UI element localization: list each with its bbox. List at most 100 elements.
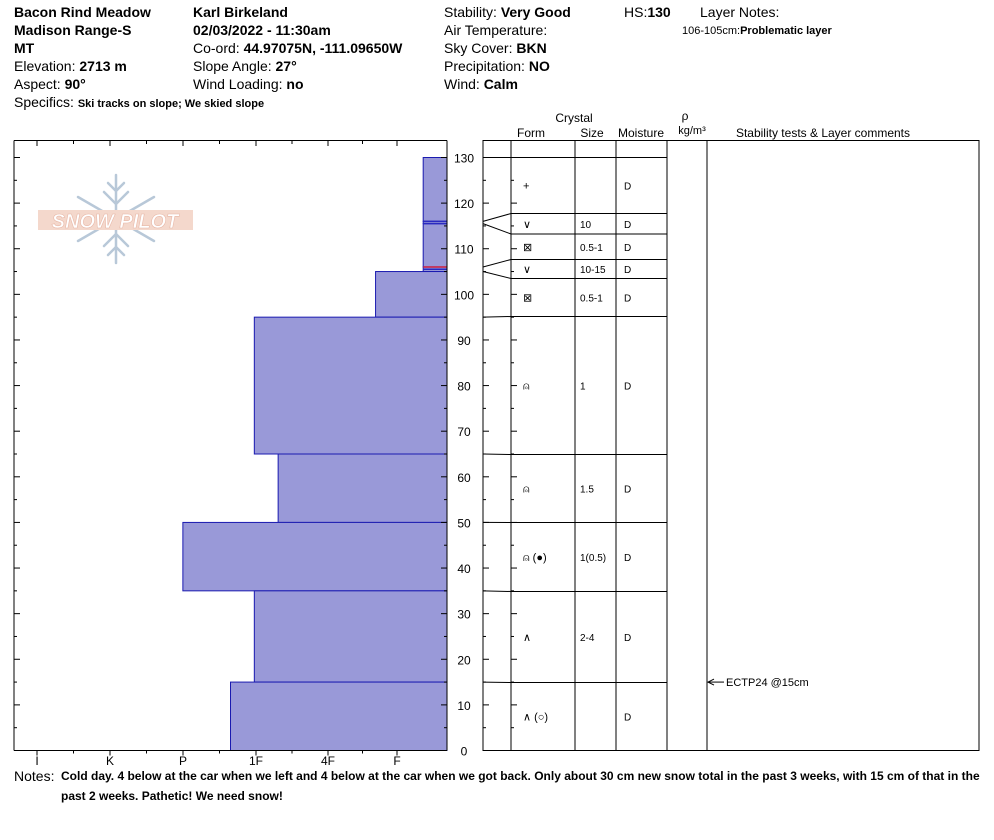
obs-datetime: 02/03/2022 - 11:30am: [193, 22, 331, 38]
depth-connector-6: [482, 453, 512, 455]
depth-label-13: 130: [454, 152, 474, 166]
depth-label-0: 0: [461, 745, 468, 759]
layer-grain-form-0: +: [523, 181, 529, 193]
moisture-header: Moisture: [618, 126, 664, 140]
hs-label: HS:: [624, 4, 648, 20]
observer-block: Karl Birkeland 02/03/2022 - 11:30am Co-o…: [193, 3, 402, 93]
stability-tests-header: Stability tests & Layer comments: [736, 126, 910, 140]
elevation-label: Elevation:: [14, 58, 76, 74]
depth-connector-8: [482, 590, 512, 592]
layer-grain-form-5: ⍝: [523, 381, 530, 393]
hardness-tick-label-5: F: [393, 754, 400, 768]
table-frame: [482, 140, 980, 751]
coord-label: Co-ord:: [193, 40, 240, 56]
location-block: Bacon Rind Meadow Madison Range-S MT Ele…: [14, 3, 264, 113]
rho-header: ρ: [682, 109, 689, 123]
density-unit-header: kg/m³: [678, 125, 706, 137]
depth-connector-3: [482, 259, 512, 268]
depth-label-7: 70: [457, 425, 471, 439]
layer-grain-form-2: ⊠: [523, 242, 532, 254]
layer-moisture-3: D: [624, 265, 631, 276]
state-name: MT: [14, 40, 35, 56]
depth-connector-1: [482, 213, 512, 222]
hardness-bar-0: [422, 157, 448, 222]
depth-label-2: 20: [457, 653, 471, 667]
layer-grain-form-9: ∧ (○): [523, 712, 548, 724]
snowpilot-logo: SNOW PILOT: [38, 173, 193, 265]
sky-label: Sky Cover:: [444, 40, 513, 56]
layer-moisture-5: D: [624, 382, 631, 393]
depth-label-12: 120: [454, 197, 474, 211]
hardness-bar-4: [375, 271, 448, 318]
hardness-tick-label-0: I: [35, 754, 38, 768]
layer-note-range: 106-105cm:: [682, 25, 741, 37]
chart-axes: I K P 1F 4F F 0 10 20 30 40 50 60 70 80 90 100 110 120 130: [13, 140, 517, 768]
range-name: Madison Range-S: [14, 22, 132, 38]
stability-label: Stability:: [444, 4, 497, 20]
observer-name: Karl Birkeland: [193, 4, 288, 20]
precip-value: NO: [528, 58, 550, 74]
layer-grain-size-4: 0.5-1: [580, 294, 603, 305]
wind-loading-value: no: [286, 76, 304, 92]
notes-text: Cold day. 4 below at the car when we lef…: [61, 769, 980, 803]
location-name: Bacon Rind Meadow: [14, 4, 151, 20]
depth-connector-4: [482, 271, 512, 279]
conditions-block: Stability: Very Good Air Temperature: Sk…: [444, 3, 571, 93]
aspect-label: Aspect:: [14, 76, 61, 92]
stability-test-arrowhead-0: [706, 678, 715, 686]
depth-connector-5: [482, 316, 512, 318]
notes-label: Notes:: [14, 768, 55, 784]
depth-label-1: 10: [457, 699, 471, 713]
layer-moisture-1: D: [624, 220, 631, 231]
layer-grain-size-2: 0.5-1: [580, 243, 603, 254]
layer-grain-form-8: ∧: [523, 632, 531, 644]
depth-connector-2: [482, 223, 512, 235]
depth-label-10: 100: [454, 288, 474, 302]
wind-loading-label: Wind Loading:: [193, 76, 283, 92]
layer-grain-form-6: ⍝: [523, 484, 530, 496]
depth-label-9: 90: [457, 334, 471, 348]
hardness-bar-6: [277, 453, 448, 523]
depth-label-11: 110: [454, 243, 473, 257]
specifics-label: Specifics:: [14, 94, 74, 110]
depth-label-4: 40: [457, 562, 471, 576]
coord-value: 44.97075N, -111.09650W: [243, 40, 403, 56]
layer-moisture-8: D: [624, 633, 631, 644]
size-header: Size: [580, 126, 604, 140]
notes-block: Notes: Cold day. 4 below at the car when…: [14, 766, 989, 806]
layer-grain-size-3: 10-15: [580, 265, 606, 276]
layer-grain-size-1: 10: [580, 220, 592, 231]
hardness-bar-5: [253, 316, 448, 455]
layer-notes-title: Layer Notes:: [700, 4, 780, 20]
hardness-bar-9: [230, 681, 448, 751]
hardness-profile: [182, 157, 448, 751]
hs-block: HS:130: [624, 3, 671, 21]
layer-moisture-9: D: [624, 713, 631, 724]
air-temp-label: Air Temperature:: [444, 22, 548, 38]
layer-grain-form-1: ∨: [523, 219, 531, 231]
depth-label-8: 80: [457, 380, 471, 394]
layer-grain-size-8: 2-4: [580, 633, 595, 644]
form-header: Form: [517, 126, 545, 140]
sky-value: BKN: [516, 40, 547, 56]
depth-label-5: 50: [457, 516, 471, 530]
hardness-bar-2: [422, 223, 448, 268]
hardness-tick-label-3: 1F: [249, 754, 263, 768]
depth-label-3: 30: [457, 608, 471, 622]
hardness-bar-7: [182, 521, 448, 592]
hardness-tick-label-2: P: [179, 754, 187, 768]
layer-table: + D ∨ 10 D ⊠ 0.5-1 D ∨ 10-15 D ⊠ 0.5-1 D ⍝ 1 D ⍝ 1.5 D ⍝ (●)…: [482, 140, 980, 751]
hardness-bar-8: [253, 590, 448, 683]
wind-value: Calm: [483, 76, 518, 92]
layer-note: 106-105cm:Problematic layer: [682, 22, 832, 40]
wind-label: Wind:: [444, 76, 480, 92]
layer-moisture-2: D: [624, 243, 631, 254]
layer-grain-form-7: ⍝ (●): [523, 552, 547, 564]
hardness-tick-label-1: K: [106, 754, 114, 768]
layer-grain-size-5: 1: [580, 382, 586, 393]
precip-label: Precipitation:: [444, 58, 525, 74]
layer-note-text: Problematic layer: [740, 25, 832, 37]
specifics-value: Ski tracks on slope; We skied slope: [77, 98, 265, 110]
elevation-value: 2713 m: [79, 58, 127, 74]
logo-text: SNOW PILOT: [52, 211, 180, 233]
